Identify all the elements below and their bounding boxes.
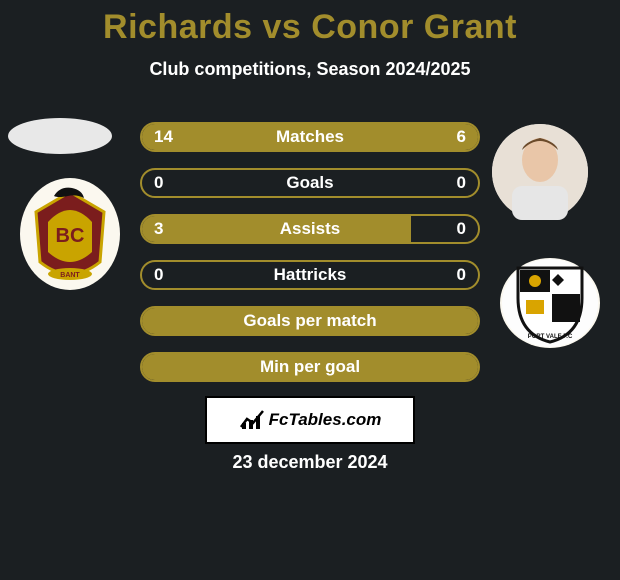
stat-value-left: 3: [154, 219, 163, 239]
source-badge: FcTables.com: [205, 396, 415, 444]
stat-value-left: 14: [154, 127, 173, 147]
stat-label: Hattricks: [142, 265, 478, 285]
player-left-avatar: [8, 118, 112, 154]
stat-value-right: 0: [457, 265, 466, 285]
club-right-badge: PORT VALE F.C: [500, 258, 600, 348]
stat-row: Goals per match: [140, 306, 480, 336]
chart-icon: [239, 409, 265, 431]
stat-row: Matches14 6: [140, 122, 480, 152]
stat-value-right: 6: [457, 127, 466, 147]
svg-text:BANT: BANT: [60, 272, 80, 279]
club-left-badge: BC BANT: [20, 178, 120, 290]
stat-label: Min per goal: [142, 357, 478, 377]
date-text: 23 december 2024: [0, 452, 620, 473]
stat-value-left: 0: [154, 265, 163, 285]
stat-label: Matches: [142, 127, 478, 147]
stat-label: Assists: [142, 219, 478, 239]
stat-value-left: 0: [154, 173, 163, 193]
stat-label: Goals per match: [142, 311, 478, 331]
stat-row: Goals0 0: [140, 168, 480, 198]
stat-label: Goals: [142, 173, 478, 193]
svg-text:BC: BC: [56, 225, 85, 247]
comparison-bars: Matches146Goals00Assists30Hattricks00Goa…: [140, 122, 480, 398]
stat-value-right: 0: [457, 219, 466, 239]
stat-row: Hattricks0 0: [140, 260, 480, 290]
source-text: FcTables.com: [269, 410, 382, 430]
stat-value-right: 0: [457, 173, 466, 193]
subtitle: Club competitions, Season 2024/2025: [0, 59, 620, 80]
stat-row: Min per goal: [140, 352, 480, 382]
stat-row: Assists3 0: [140, 214, 480, 244]
svg-text:PORT VALE F.C: PORT VALE F.C: [528, 334, 573, 340]
page-title: Richards vs Conor Grant: [0, 0, 620, 47]
player-right-avatar: [492, 124, 588, 220]
